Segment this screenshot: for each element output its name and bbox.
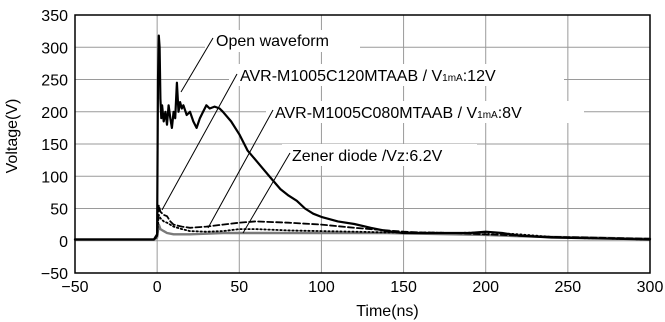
annotation-label-2: AVR-M1005C080MTAAB / V1mA:8V (275, 105, 522, 122)
y-tick-label: 0 (59, 234, 68, 251)
annotation-subscript: 1mA (477, 110, 498, 121)
annotation-leader-3 (242, 152, 291, 234)
annotation-label-1: AVR-M1005C120MTAAB / V1mA:12V (240, 68, 496, 85)
series-line-1 (74, 204, 651, 241)
y-tick-label: 150 (41, 137, 68, 154)
x-tick-label: 200 (472, 279, 499, 296)
annotation-label-3: Zener diode /Vz:6.2V (292, 148, 443, 165)
annotation-bg-0 (205, 30, 360, 52)
annotation-subscript: 1mA (442, 73, 463, 84)
annotation-bg-1 (229, 64, 564, 86)
y-tick-label: 300 (41, 40, 68, 57)
annotation-tail: :8V (498, 105, 522, 122)
annotation-text: AVR-M1005C080MTAAB / V (275, 105, 477, 122)
annotation-bg-3 (282, 144, 477, 166)
annotation-text: Open waveform (216, 33, 329, 50)
x-tick-label: 100 (308, 279, 335, 296)
x-tick-label: −50 (61, 279, 88, 296)
plot-frame (74, 14, 651, 274)
x-tick-label: 250 (555, 279, 582, 296)
annotation-leader-2 (207, 109, 274, 229)
x-tick-label: 50 (230, 279, 248, 296)
x-tick-label: 300 (637, 279, 664, 296)
plot-border (74, 14, 651, 274)
annotation-label-0: Open waveform (216, 33, 329, 50)
annotation-bg-2 (266, 101, 584, 123)
tick-labels: −50 0 50 100 150 200 250 300 −50 0 50 100 150 200 250 3… (41, 8, 664, 296)
annotation-text: AVR-M1005C120MTAAB / V (240, 68, 442, 85)
x-tick-label: 150 (390, 279, 417, 296)
series-lines (73, 34, 652, 241)
y-tick-label: −50 (41, 266, 68, 283)
y-tick-label: 200 (41, 105, 68, 122)
y-tick-label: 250 (41, 73, 68, 90)
y-tick-label: 100 (41, 169, 68, 186)
annotation-tail: :12V (463, 68, 496, 85)
annotation-leader-0 (180, 37, 214, 93)
x-tick-label: 0 (153, 279, 162, 296)
annotation-text: Zener diode /Vz:6.2V (292, 148, 443, 165)
y-tick-label: 50 (50, 202, 68, 219)
series-line-0 (73, 34, 652, 241)
y-axis-label: Voltage(V) (4, 99, 21, 174)
y-tick-label: 350 (41, 8, 68, 25)
x-axis-label: Time(ns) (356, 303, 419, 320)
annotation-leader-1 (161, 73, 238, 211)
